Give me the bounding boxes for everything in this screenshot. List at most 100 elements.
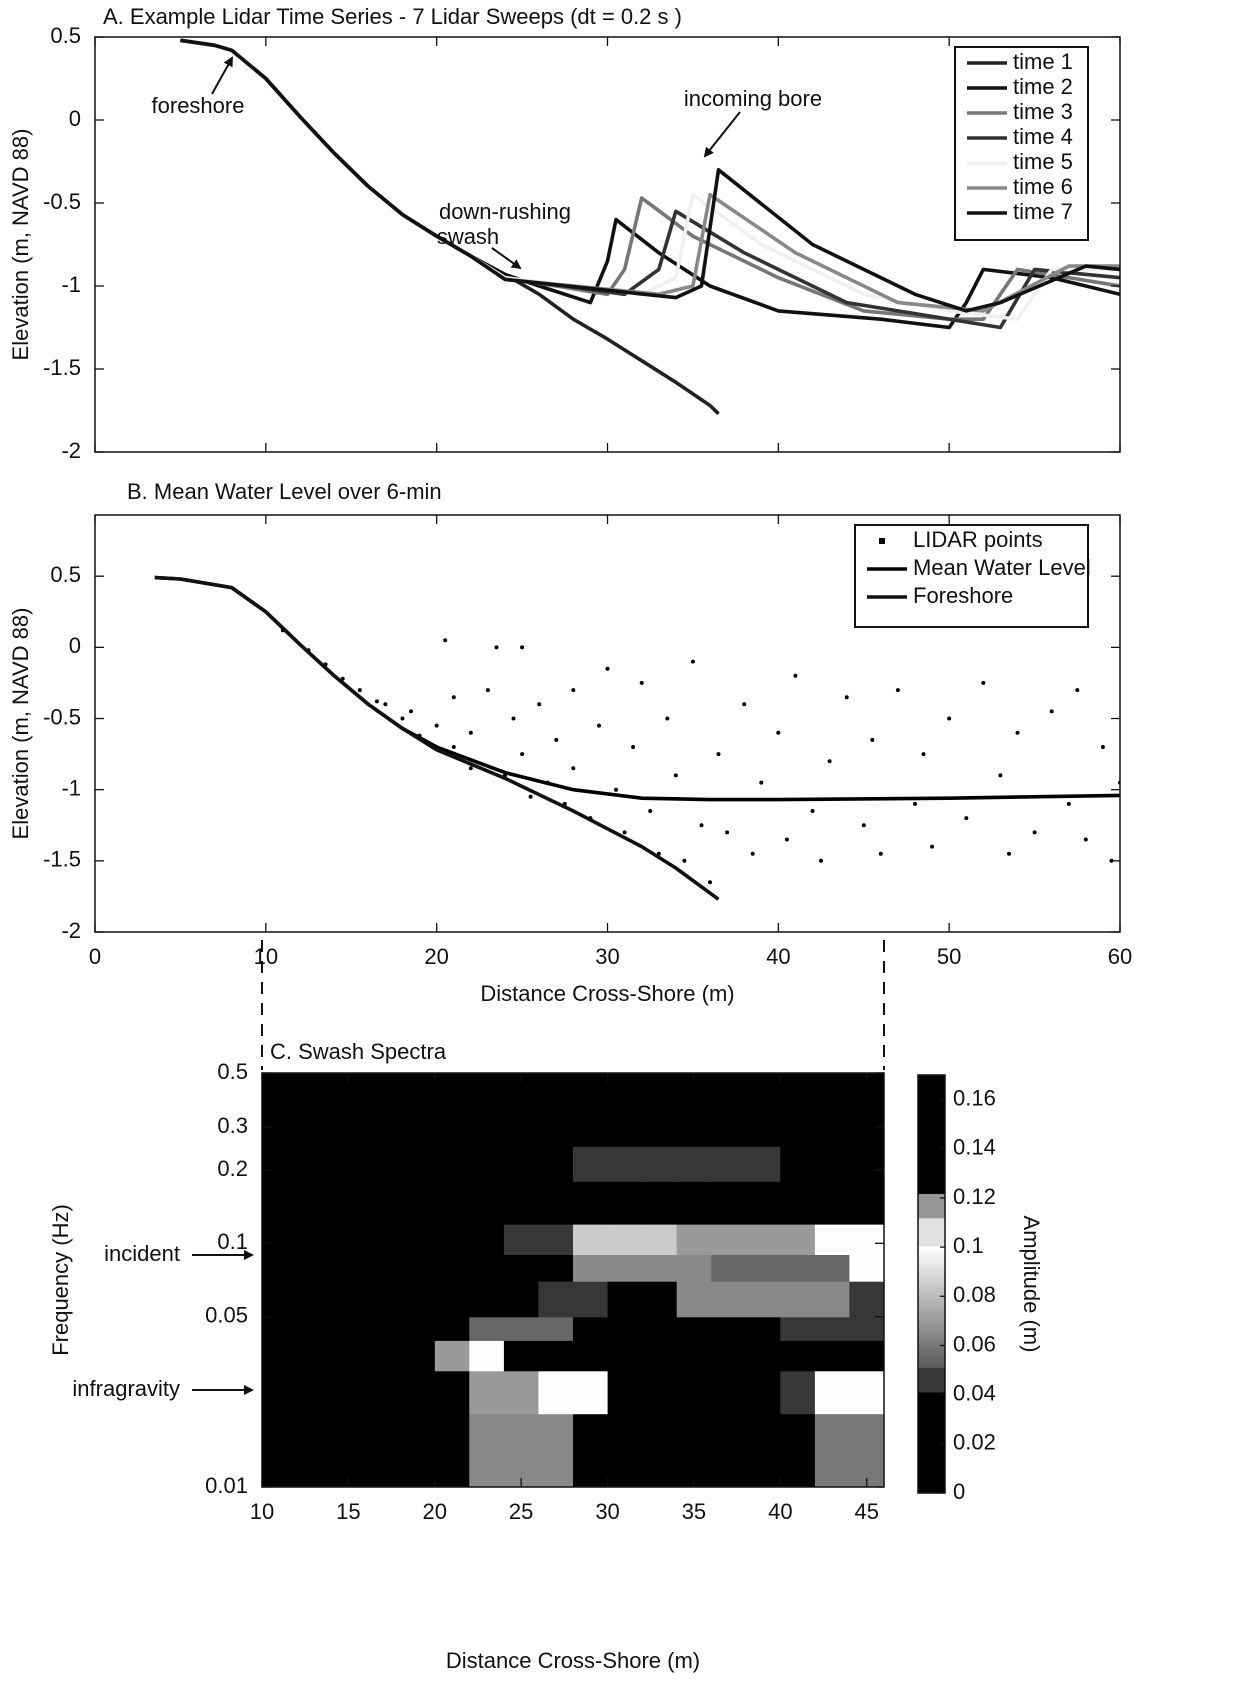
heatmap-cell	[573, 1110, 609, 1147]
panel: B. Mean Water Level over 6-min 0.5 0 -0.5 -1…	[8, 479, 1132, 1006]
heatmap-cell	[400, 1073, 436, 1112]
heatmap-cell	[814, 1370, 851, 1415]
colorbar-tick-label: 0.12	[953, 1184, 996, 1209]
colorbar-swatch	[918, 1109, 945, 1114]
colorbar-swatch	[918, 1489, 945, 1494]
heatmap-cell	[331, 1370, 367, 1415]
heatmap-cell	[469, 1224, 505, 1255]
lidar-point	[494, 645, 499, 650]
lidar-point	[699, 823, 704, 828]
legend-label: Foreshore	[913, 583, 1013, 608]
heatmap-cell	[607, 1224, 643, 1255]
lidar-point	[468, 730, 473, 735]
colorbar-swatch	[918, 1179, 945, 1184]
heatmap-cell	[469, 1254, 505, 1282]
colorbar-swatch	[918, 1402, 945, 1407]
heatmap-cell	[469, 1110, 505, 1147]
heatmap-cell	[573, 1146, 609, 1182]
heatmap-cell	[676, 1316, 712, 1341]
colorbar-swatch	[918, 1148, 945, 1153]
heatmap-cell	[745, 1110, 781, 1147]
colorbar-swatch	[918, 1426, 945, 1431]
colorbar-swatch	[918, 1398, 945, 1403]
y-tick-label: 0.3	[217, 1113, 248, 1138]
heatmap-cell	[331, 1413, 367, 1487]
lidar-point	[409, 709, 413, 714]
colorbar-swatch	[918, 1196, 945, 1201]
heatmap-cell	[814, 1254, 851, 1282]
y-tick-label: -1	[61, 775, 81, 800]
lidar-point	[861, 823, 866, 828]
colorbar-swatch	[918, 1367, 945, 1372]
heatmap-cell	[642, 1254, 678, 1282]
heatmap-cell	[503, 1224, 540, 1255]
colorbar-swatch	[918, 1430, 945, 1435]
series-line	[180, 38, 1120, 313]
colorbar-swatch	[918, 1221, 945, 1226]
heatmap-cell	[711, 1340, 747, 1372]
heatmap-cell	[573, 1224, 609, 1255]
colorbar-swatch	[918, 1130, 945, 1135]
lidar-point	[998, 773, 1003, 778]
heatmap-cell	[642, 1370, 678, 1415]
colorbar-swatch	[918, 1078, 945, 1083]
annotation: foreshore	[152, 93, 245, 118]
colorbar-swatch	[918, 1378, 945, 1383]
heatmap-cell	[331, 1340, 367, 1372]
lidar-point	[981, 680, 986, 685]
lidar-point	[605, 666, 610, 671]
heatmap-cell	[745, 1316, 781, 1341]
lidar-point	[750, 851, 755, 856]
lidar-point	[1066, 801, 1071, 806]
colorbar-swatch	[918, 1440, 945, 1445]
heatmap-cell	[400, 1254, 436, 1282]
colorbar-tick-label: 0.02	[953, 1430, 996, 1455]
heatmap-cell	[538, 1073, 574, 1112]
lidar-point	[1015, 730, 1020, 735]
heatmap-cell	[503, 1340, 540, 1372]
heatmap-cell	[573, 1254, 609, 1282]
heatmap-cell	[849, 1340, 884, 1372]
annotation: infragravity	[72, 1376, 180, 1401]
heatmap-cell	[607, 1110, 643, 1147]
lidar-point	[1049, 709, 1054, 714]
colorbar-swatch	[918, 1308, 945, 1313]
lidar-point	[631, 745, 636, 749]
heatmap-cell	[849, 1316, 884, 1341]
lidar-point	[708, 880, 712, 885]
lidar-point	[597, 723, 601, 728]
x-tick-label: 35	[682, 1499, 706, 1524]
heatmap-cell	[434, 1340, 470, 1372]
y-tick-label: -2	[61, 438, 81, 463]
heatmap-cell	[676, 1281, 712, 1318]
x-tick-label: 30	[595, 944, 619, 969]
colorbar-swatch	[918, 1263, 945, 1268]
heatmap-cell	[849, 1181, 884, 1225]
x-tick-label: 40	[768, 1499, 792, 1524]
colorbar-swatch	[918, 1092, 945, 1097]
heatmap-cell	[780, 1146, 816, 1182]
legend-label: time 3	[1013, 99, 1073, 124]
lidar-point	[451, 695, 456, 700]
colorbar-swatch	[918, 1444, 945, 1449]
heatmap-cell	[849, 1254, 884, 1282]
x-axis-label: Distance Cross-Shore (m)	[446, 1648, 700, 1673]
heatmap-cell	[814, 1224, 851, 1255]
annotation: down-rushing	[439, 199, 571, 224]
lidar-point	[571, 766, 576, 771]
heatmap-cell	[538, 1254, 574, 1282]
heatmap-cell	[365, 1146, 401, 1182]
lidar-point	[793, 673, 798, 678]
heatmap-cell	[262, 1370, 298, 1415]
lidar-point	[1007, 851, 1011, 856]
x-tick-label: 40	[766, 944, 790, 969]
legend-label: Mean Water Level	[913, 555, 1091, 580]
legend-label: time 7	[1013, 199, 1073, 224]
heatmap-cell	[538, 1340, 574, 1372]
heatmap-cell	[365, 1316, 401, 1341]
heatmap-cell	[711, 1110, 747, 1147]
y-tick-label: 0.1	[217, 1229, 248, 1254]
panel-title: A. Example Lidar Time Series - 7 Lidar S…	[103, 4, 682, 29]
colorbar-swatch	[918, 1301, 945, 1306]
